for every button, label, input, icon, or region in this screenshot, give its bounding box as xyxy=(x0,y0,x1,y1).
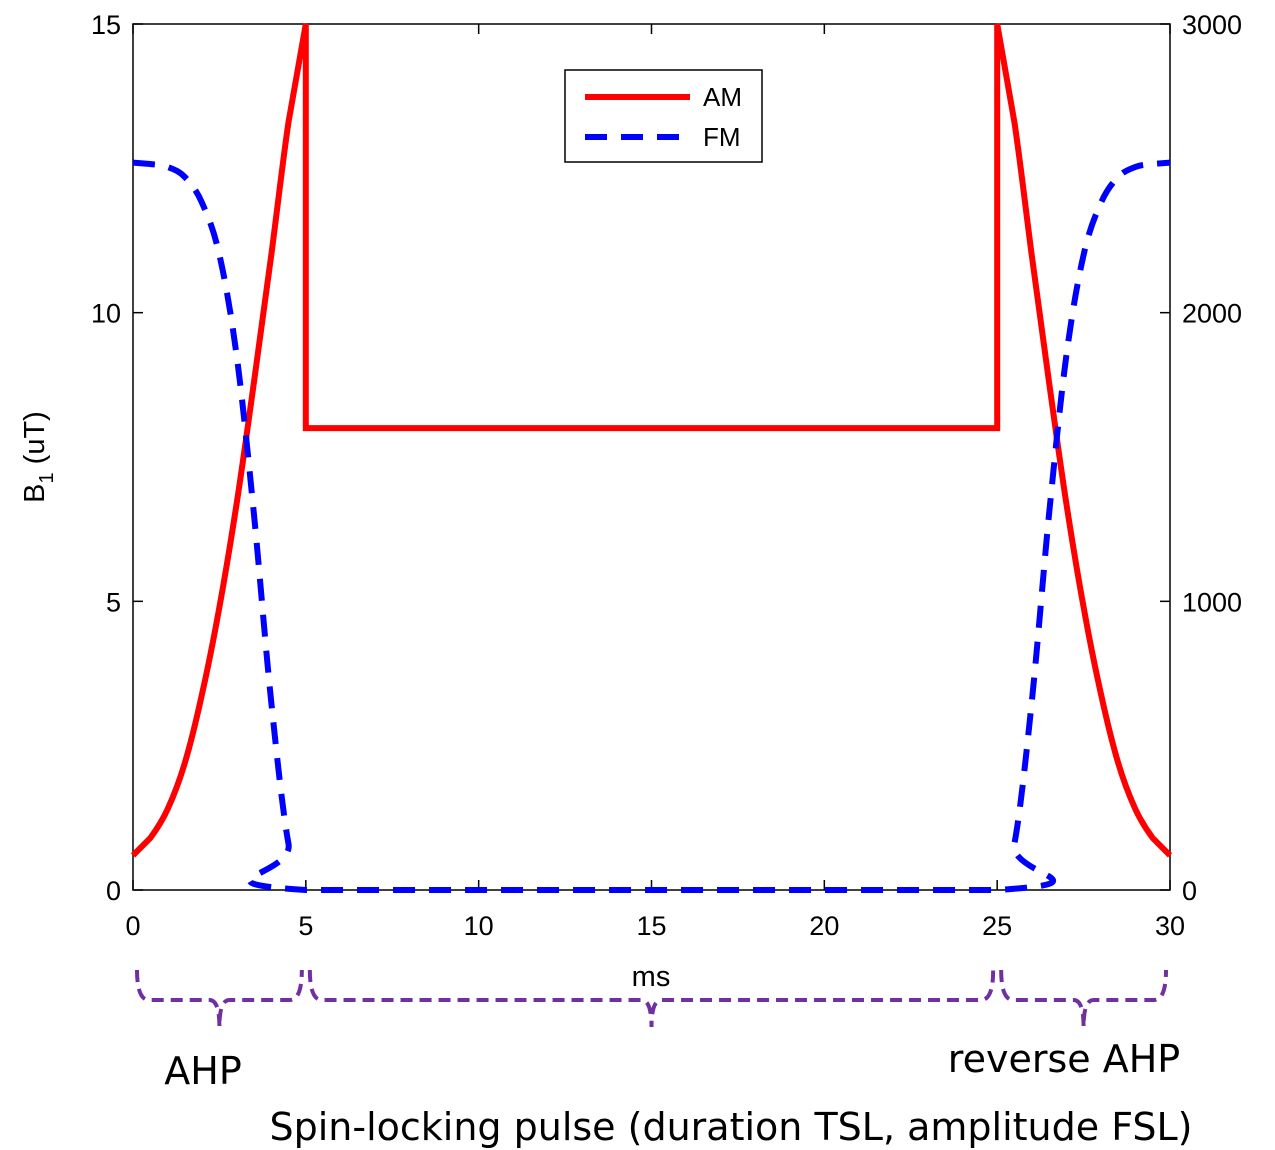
annotation-braces xyxy=(135,969,1168,1028)
x-tick-label: 0 xyxy=(125,911,140,941)
ahp-label: AHP xyxy=(164,1049,241,1093)
y-axis-label-unit: (uT) xyxy=(19,411,51,472)
x-tick-label: 25 xyxy=(982,911,1012,941)
y-left-tick-label: 15 xyxy=(91,10,121,40)
spin-locking-label: Spin-locking pulse (duration TSL, amplit… xyxy=(269,1105,1192,1149)
legend-label-am: AM xyxy=(703,82,742,112)
spin-locking-brace xyxy=(307,969,996,1028)
y-left-tick-label: 5 xyxy=(106,587,121,617)
y-right-tick-label: 2000 xyxy=(1182,299,1242,329)
series-line-fm xyxy=(132,159,1171,893)
y-left-tick-label: 10 xyxy=(91,299,121,329)
x-axis-label: ms xyxy=(632,961,671,993)
ahp-brace xyxy=(135,969,304,1028)
x-tick-label: 5 xyxy=(298,911,313,941)
legend-box xyxy=(564,69,763,163)
y-axis-label-subscript: 1 xyxy=(36,472,58,483)
axis-ticks: 0 5 10 15 20 25 30 0 5 10 15 0 1000 2000 3000 xyxy=(91,10,1242,941)
y-axis-label: B1 (uT) xyxy=(19,411,58,503)
y-axis-label-main: B xyxy=(19,484,51,503)
y-right-tick-label: 0 xyxy=(1182,876,1197,906)
x-tick-label: 10 xyxy=(464,911,494,941)
y-right-tick-label: 1000 xyxy=(1182,587,1242,617)
series-lines xyxy=(130,23,1173,893)
x-tick-label: 30 xyxy=(1155,911,1185,941)
reverse-ahp-label: reverse AHP xyxy=(948,1037,1180,1081)
y-left-tick-label: 0 xyxy=(106,876,121,906)
y-right-tick-label: 3000 xyxy=(1182,10,1242,40)
x-tick-label: 15 xyxy=(636,911,666,941)
legend-label-fm: FM xyxy=(703,122,741,152)
reverse-ahp-brace xyxy=(999,969,1168,1028)
series-line-am xyxy=(130,23,1173,858)
legend: AM FM xyxy=(564,69,763,163)
x-tick-label: 20 xyxy=(809,911,839,941)
